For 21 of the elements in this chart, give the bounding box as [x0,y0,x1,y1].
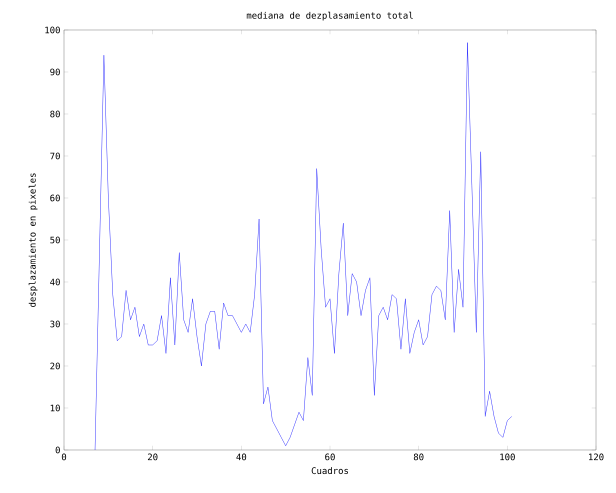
x-tick-label: 120 [588,454,604,460]
y-tick-label: 50 [50,236,60,244]
x-tick-label: 20 [148,454,158,460]
y-tick-label: 100 [45,26,60,34]
y-tick-label: 10 [50,404,60,412]
x-tick-label: 80 [414,454,424,460]
y-axis-title: desplazamiento en pixeles [28,173,38,307]
y-tick-label: 30 [50,320,60,328]
y-tick-label: 90 [50,68,60,76]
x-tick-label: 100 [500,454,515,460]
y-tick-label: 0 [56,446,60,454]
y-tick-label: 80 [50,110,60,118]
x-tick-label: 0 [62,454,66,460]
x-axis-title: Cuadros [312,467,348,474]
y-tick-label: 60 [50,194,60,202]
y-tick-label: 70 [50,152,60,160]
x-tick-label: 60 [325,454,335,460]
y-tick-label: 20 [50,362,60,370]
x-tick-label: 40 [236,454,246,460]
y-tick-label: 40 [50,278,60,286]
chart-title: mediana de dezplasamiento total [246,12,413,20]
